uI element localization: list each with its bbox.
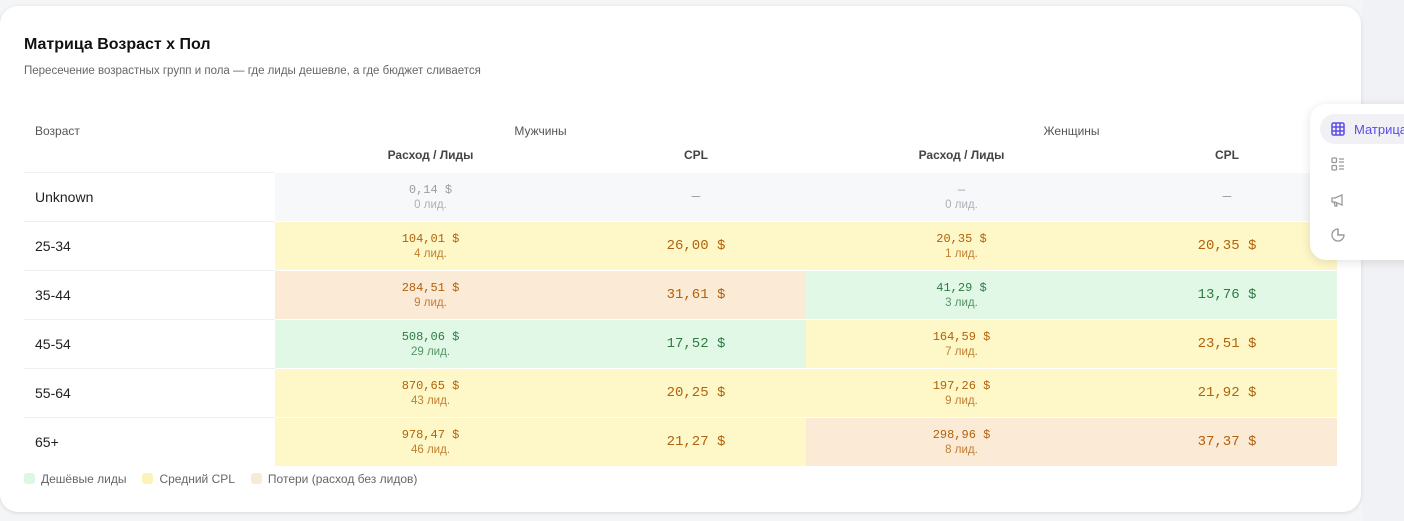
- men-spend-cell: 284,51 $9 лид.: [275, 269, 586, 319]
- women-cpl-cell: 20,35 $: [1117, 220, 1337, 270]
- men-spend: 284,51 $: [401, 280, 460, 295]
- pie-chart-icon: [1331, 228, 1345, 242]
- women-spend: 197,26 $: [932, 378, 991, 393]
- women-cpl-cell: 37,37 $: [1117, 416, 1337, 466]
- men-spend: 508,06 $: [401, 329, 460, 344]
- women-spend-cell: 164,59 $7 лид.: [806, 318, 1117, 368]
- card-subtitle: Пересечение возрастных групп и пола — гд…: [24, 65, 481, 77]
- women-cpl-cell: 23,51 $: [1117, 318, 1337, 368]
- legend: Дешёвые лиды Средний CPL Потери (расход бе…: [24, 472, 417, 486]
- nav-matrix[interactable]: Матрица: [1320, 114, 1404, 144]
- nav-matrix-label: Матрица: [1354, 121, 1404, 137]
- age-cell: 45-54: [24, 318, 275, 368]
- legend-item: Средний CPL: [142, 472, 235, 486]
- women-cpl-header: CPL: [1215, 148, 1239, 162]
- table-row: 65+ 978,47 $46 лид. 21,27 $ 298,96 $8 ли…: [24, 416, 1337, 466]
- legend-item: Потери (расход без лидов): [250, 472, 418, 486]
- men-leads: 43 лид.: [410, 394, 451, 407]
- men-cpl-cell: —: [586, 171, 806, 221]
- matrix-table: Возраст Мужчины Женщины Расход / Лиды CP…: [24, 110, 1337, 466]
- women-leads: 0 лид.: [945, 198, 978, 211]
- nav-campaigns[interactable]: [1320, 185, 1404, 215]
- nav-list[interactable]: [1320, 149, 1404, 179]
- men-cpl-cell: 26,00 $: [586, 220, 806, 270]
- men-spend-header: Расход / Лиды: [387, 148, 474, 162]
- legend-label: Дешёвые лиды: [41, 472, 127, 486]
- legend-item: Дешёвые лиды: [24, 472, 126, 486]
- women-leads: 7 лид.: [945, 345, 978, 358]
- men-cpl-cell: 31,61 $: [586, 269, 806, 319]
- legend-label: Средний CPL: [159, 472, 235, 486]
- women-spend: 164,59 $: [932, 329, 991, 344]
- women-cpl-cell: 21,92 $: [1117, 367, 1337, 417]
- age-header: Возраст: [35, 124, 80, 138]
- women-spend-cell: 197,26 $9 лид.: [806, 367, 1117, 417]
- card-title: Матрица Возраст х Пол: [24, 36, 211, 53]
- women-leads: 8 лид.: [945, 443, 978, 456]
- women-leads: 3 лид.: [945, 296, 978, 309]
- men-spend-cell: 870,65 $43 лид.: [275, 367, 586, 417]
- grid-icon: [1331, 122, 1345, 136]
- women-cpl-cell: —: [1117, 171, 1337, 221]
- men-spend-cell: 0,14 $0 лид.: [275, 171, 586, 221]
- women-cpl-cell: 13,76 $: [1117, 269, 1337, 319]
- men-leads: 0 лид.: [414, 198, 447, 211]
- women-spend-cell: 298,96 $8 лид.: [806, 416, 1117, 466]
- women-spend: 20,35 $: [936, 231, 987, 246]
- nav-pie-chart[interactable]: [1320, 220, 1404, 250]
- men-cpl-cell: 17,52 $: [586, 318, 806, 368]
- women-leads: 1 лид.: [945, 247, 978, 260]
- age-cell: Unknown: [24, 171, 275, 221]
- list-icon: [1331, 157, 1344, 171]
- age-cell: 35-44: [24, 269, 275, 319]
- women-spend: —: [957, 182, 966, 197]
- side-nav-panel: Матрица: [1310, 104, 1404, 260]
- age-cell: 65+: [24, 416, 275, 466]
- women-spend-cell: 20,35 $1 лид.: [806, 220, 1117, 270]
- megaphone-icon: [1331, 194, 1343, 207]
- men-leads: 9 лид.: [414, 296, 447, 309]
- men-cpl-cell: 20,25 $: [586, 367, 806, 417]
- age-cell: 25-34: [24, 220, 275, 270]
- table-row: 25-34 104,01 $4 лид. 26,00 $ 20,35 $1 ли…: [24, 220, 1337, 270]
- men-spend-cell: 104,01 $4 лид.: [275, 220, 586, 270]
- women-leads: 9 лид.: [945, 394, 978, 407]
- women-spend-header: Расход / Лиды: [918, 148, 1005, 162]
- women-spend-cell: —0 лид.: [806, 171, 1117, 221]
- table-row: 55-64 870,65 $43 лид. 20,25 $ 197,26 $9 …: [24, 367, 1337, 417]
- page-background-strip: [1362, 0, 1404, 521]
- men-cpl-header: CPL: [684, 148, 708, 162]
- men-spend-cell: 508,06 $29 лид.: [275, 318, 586, 368]
- men-leads: 4 лид.: [414, 247, 447, 260]
- men-spend: 870,65 $: [401, 378, 460, 393]
- women-spend: 41,29 $: [936, 280, 987, 295]
- men-spend: 978,47 $: [401, 427, 460, 442]
- table-row: Unknown 0,14 $0 лид. — —0 лид. —: [24, 171, 1337, 221]
- women-spend: 298,96 $: [932, 427, 991, 442]
- men-header: Мужчины: [514, 124, 567, 138]
- legend-label: Потери (расход без лидов): [267, 472, 418, 486]
- table-row: 35-44 284,51 $9 лид. 31,61 $ 41,29 $3 ли…: [24, 269, 1337, 319]
- men-cpl-cell: 21,27 $: [586, 416, 806, 466]
- women-header: Женщины: [1043, 124, 1100, 138]
- men-leads: 46 лид.: [410, 443, 451, 456]
- age-cell: 55-64: [24, 367, 275, 417]
- women-spend-cell: 41,29 $3 лид.: [806, 269, 1117, 319]
- men-spend-cell: 978,47 $46 лид.: [275, 416, 586, 466]
- legend-swatch: [250, 473, 262, 484]
- men-spend: 104,01 $: [401, 231, 460, 246]
- legend-swatch: [24, 473, 35, 484]
- legend-swatch: [142, 473, 154, 484]
- men-spend: 0,14 $: [408, 182, 453, 197]
- men-leads: 29 лид.: [410, 345, 451, 358]
- table-row: 45-54 508,06 $29 лид. 17,52 $ 164,59 $7 …: [24, 318, 1337, 368]
